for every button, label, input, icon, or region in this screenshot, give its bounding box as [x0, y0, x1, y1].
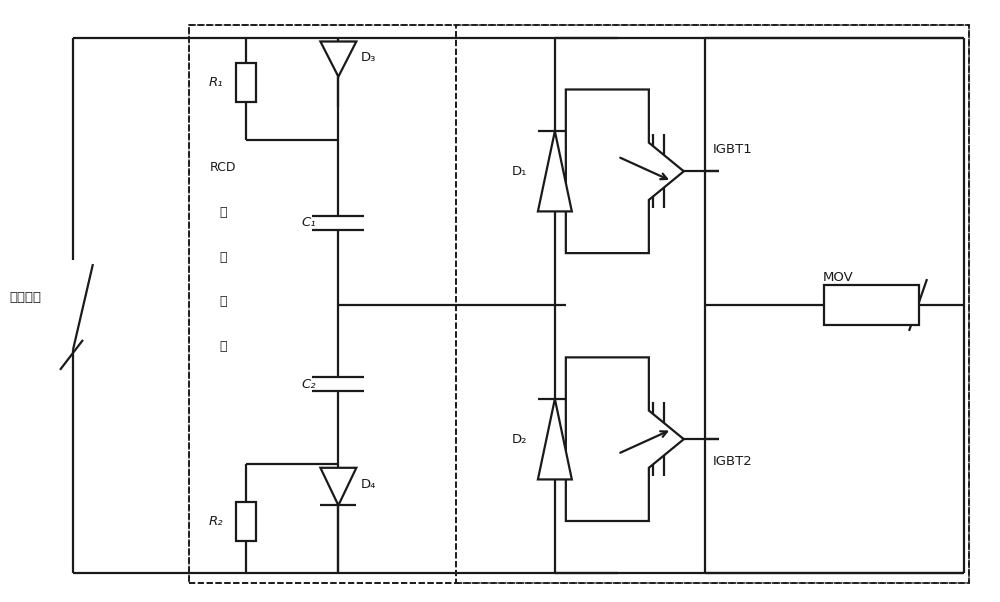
Text: 電: 電 [219, 296, 226, 308]
Text: MOV: MOV [822, 270, 853, 284]
Polygon shape [538, 399, 572, 479]
Text: IGBT1: IGBT1 [713, 143, 752, 156]
Bar [456, 25, 969, 583]
Text: C₂: C₂ [302, 378, 316, 391]
Text: C₁: C₁ [302, 216, 316, 229]
Bar [189, 25, 456, 583]
Text: D₃: D₃ [360, 51, 376, 64]
Text: IGBT2: IGBT2 [713, 455, 752, 468]
Polygon shape [320, 42, 356, 76]
Text: D₂: D₂ [511, 433, 527, 445]
Text: 沖: 沖 [219, 250, 226, 264]
Bar [236, 501, 256, 541]
Text: D₄: D₄ [360, 478, 376, 491]
Polygon shape [538, 131, 572, 211]
Text: R₁: R₁ [209, 76, 224, 89]
Text: 真空開關: 真空開關 [9, 291, 41, 303]
Polygon shape [566, 90, 684, 253]
Text: 路: 路 [219, 340, 226, 353]
Bar [824, 285, 919, 325]
Polygon shape [566, 358, 684, 521]
Bar [189, 25, 969, 583]
Text: R₂: R₂ [209, 515, 224, 528]
Text: D₁: D₁ [512, 165, 527, 178]
Text: 緩: 緩 [219, 206, 226, 219]
Text: RCD: RCD [209, 161, 236, 174]
Bar [236, 63, 256, 102]
Polygon shape [320, 468, 356, 505]
